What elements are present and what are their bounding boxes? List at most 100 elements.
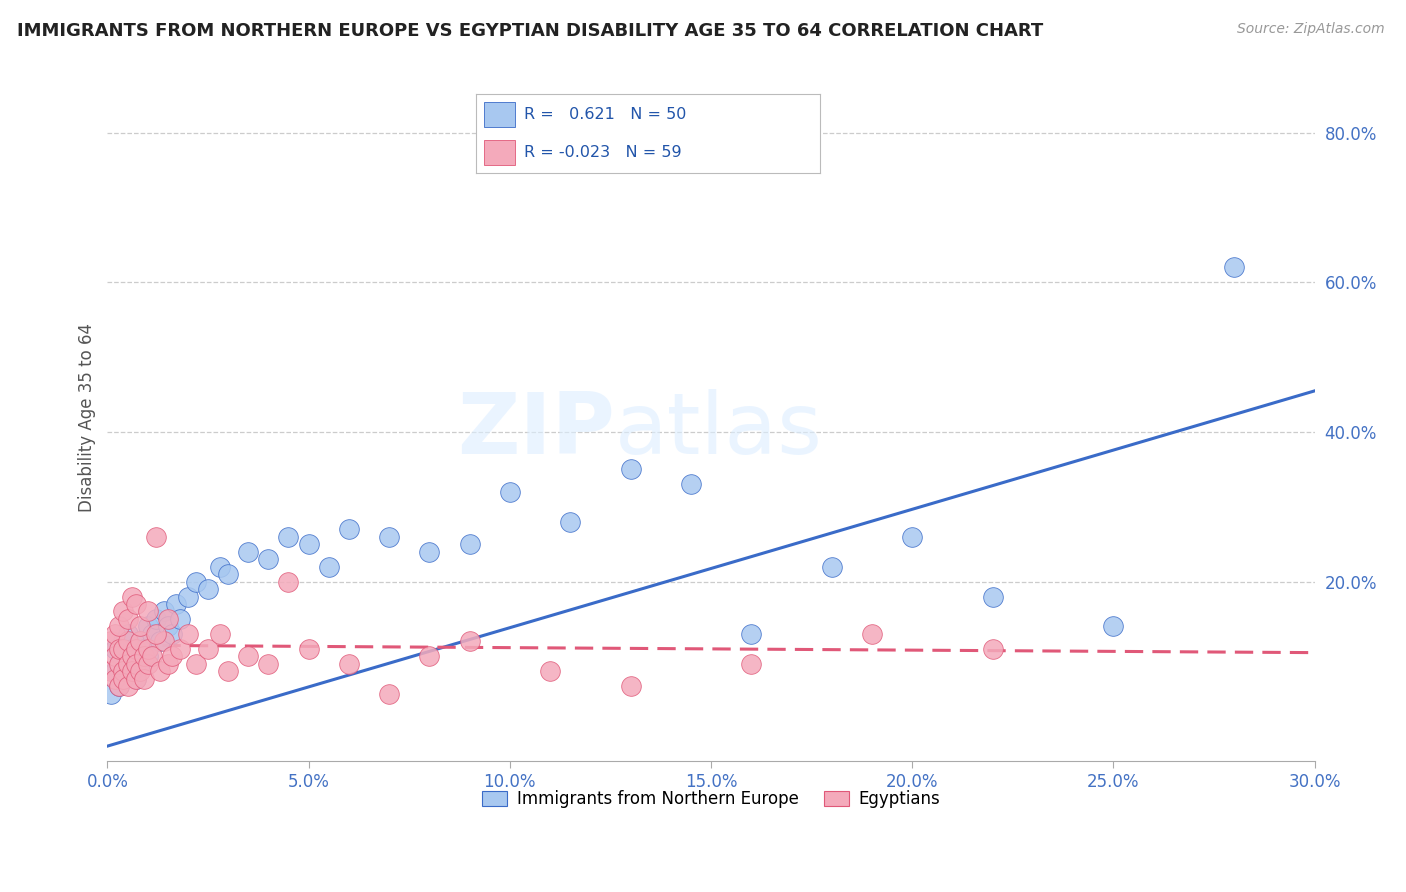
Point: [112, 665, 135, 679]
Point: [217, 665, 239, 679]
Legend: Immigrants from Northern Europe, Egyptians: Immigrants from Northern Europe, Egyptia…: [475, 783, 948, 814]
Point: [981, 641, 1004, 656]
Point: [165, 597, 187, 611]
Point: [177, 590, 200, 604]
Point: [619, 679, 641, 693]
Point: [128, 634, 150, 648]
Point: [132, 672, 155, 686]
Point: [136, 649, 159, 664]
Point: [337, 522, 360, 536]
Point: [169, 612, 191, 626]
Point: [117, 649, 139, 664]
Point: [209, 627, 232, 641]
Point: [560, 515, 582, 529]
Point: [141, 649, 163, 664]
Point: [100, 634, 122, 648]
Point: [112, 672, 135, 686]
Point: [184, 657, 207, 671]
Point: [257, 552, 280, 566]
Point: [378, 687, 401, 701]
Point: [145, 612, 167, 626]
Point: [318, 559, 340, 574]
Point: [117, 657, 139, 671]
Point: [257, 657, 280, 671]
Point: [169, 641, 191, 656]
Point: [160, 649, 183, 664]
Point: [981, 590, 1004, 604]
Point: [1102, 619, 1125, 633]
Point: [108, 657, 131, 671]
Point: [149, 665, 172, 679]
Point: [679, 477, 702, 491]
Point: [121, 641, 143, 656]
Point: [740, 627, 762, 641]
Point: [197, 641, 219, 656]
Point: [117, 679, 139, 693]
Point: [152, 605, 174, 619]
Point: [108, 619, 131, 633]
Point: [337, 657, 360, 671]
Point: [160, 627, 183, 641]
Point: [136, 641, 159, 656]
Point: [297, 537, 319, 551]
Point: [108, 679, 131, 693]
Point: [860, 627, 883, 641]
Point: [117, 634, 139, 648]
Point: [156, 657, 179, 671]
Point: [121, 649, 143, 664]
Point: [197, 582, 219, 596]
Point: [277, 574, 299, 589]
Point: [141, 627, 163, 641]
Point: [128, 657, 150, 671]
Point: [104, 672, 127, 686]
Point: [108, 641, 131, 656]
Point: [124, 641, 146, 656]
Text: ZIP: ZIP: [457, 389, 614, 472]
Point: [104, 649, 127, 664]
Point: [177, 627, 200, 641]
Point: [156, 612, 179, 626]
Point: [112, 672, 135, 686]
Point: [145, 530, 167, 544]
Point: [136, 619, 159, 633]
Point: [117, 627, 139, 641]
Point: [117, 612, 139, 626]
Point: [499, 484, 522, 499]
Point: [152, 634, 174, 648]
Point: [104, 665, 127, 679]
Point: [184, 574, 207, 589]
Point: [128, 619, 150, 633]
Point: [156, 619, 179, 633]
Point: [217, 567, 239, 582]
Point: [132, 649, 155, 664]
Point: [619, 462, 641, 476]
Point: [108, 657, 131, 671]
Point: [418, 649, 440, 664]
Point: [104, 641, 127, 656]
Point: [277, 530, 299, 544]
Point: [136, 657, 159, 671]
Point: [121, 665, 143, 679]
Point: [209, 559, 232, 574]
Point: [132, 641, 155, 656]
Point: [458, 537, 481, 551]
Text: Source: ZipAtlas.com: Source: ZipAtlas.com: [1237, 22, 1385, 37]
Point: [104, 627, 127, 641]
Text: IMMIGRANTS FROM NORTHERN EUROPE VS EGYPTIAN DISABILITY AGE 35 TO 64 CORRELATION : IMMIGRANTS FROM NORTHERN EUROPE VS EGYPT…: [17, 22, 1043, 40]
Point: [821, 559, 844, 574]
Point: [378, 530, 401, 544]
Point: [149, 634, 172, 648]
Point: [121, 665, 143, 679]
Point: [124, 657, 146, 671]
Point: [100, 687, 122, 701]
Point: [901, 530, 924, 544]
Point: [112, 634, 135, 648]
Point: [108, 679, 131, 693]
Point: [121, 590, 143, 604]
Point: [112, 605, 135, 619]
Point: [136, 605, 159, 619]
Point: [100, 665, 122, 679]
Point: [124, 672, 146, 686]
Point: [238, 544, 260, 558]
Point: [1223, 260, 1246, 275]
